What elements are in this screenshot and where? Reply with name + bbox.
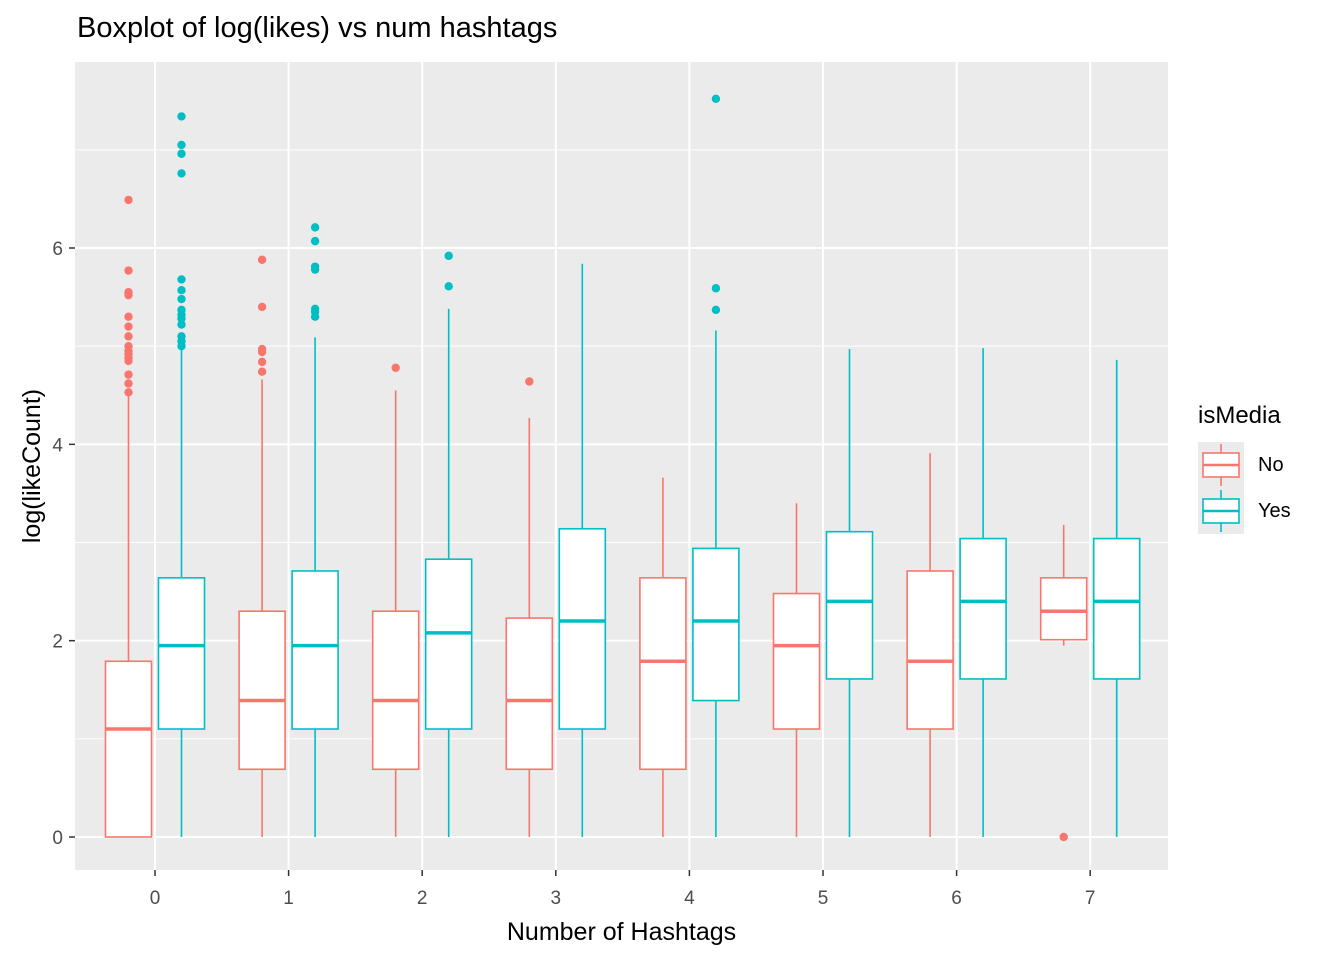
outlier-point [177,169,186,178]
outlier-point [257,255,267,264]
outlier-point [711,305,721,315]
outlier-point [444,251,453,261]
box-yes-5 [825,349,874,837]
box-iqr [825,530,874,680]
outlier-point [124,379,133,388]
outlier-point [177,294,186,304]
box-no-4 [639,477,687,837]
outlier-point [177,112,186,121]
box-no-1 [238,255,286,837]
outlier-point [177,286,186,295]
box-iqr [291,570,339,730]
x-tick-label: 6 [951,888,962,909]
box-iqr [157,577,206,730]
outlier-point [124,322,133,331]
legend: isMedia No Yes [1198,402,1291,534]
box-iqr [238,610,286,771]
x-tick-label: 2 [417,888,428,909]
legend-key-no [1198,442,1244,488]
box-iqr [639,577,687,771]
box-iqr [1092,537,1141,680]
outlier-point [177,320,186,329]
axes: 0 2 4 6 0 1 2 3 4 5 6 7 [52,239,1095,909]
outlier-point [711,94,721,103]
box-no-2 [371,363,420,837]
box-yes-3 [558,263,607,837]
x-tick-label: 5 [818,888,829,909]
outlier-point [177,305,186,315]
x-tick-label: 7 [1085,888,1096,909]
box-yes-0 [157,112,206,837]
x-tick-label: 1 [283,888,294,909]
outlier-point [310,262,320,271]
box-iqr [772,592,821,730]
outlier-point [124,370,133,379]
box-no-3 [505,377,554,837]
outlier-point [525,377,534,386]
y-tick-label: 0 [52,828,63,849]
legend-label-yes: Yes [1258,499,1291,522]
box-layer [104,94,1141,842]
x-tick-label: 0 [150,888,161,909]
y-tick-label: 6 [52,239,63,260]
outlier-point [711,284,721,293]
x-tick-label: 4 [684,888,695,909]
outlier-point [124,195,133,205]
box-iqr [104,660,153,838]
box-iqr [505,617,554,771]
outlier-point [124,388,133,397]
outlier-point [177,140,186,150]
legend-title: isMedia [1198,402,1281,429]
outlier-point [310,304,320,314]
box-iqr [1039,577,1088,641]
outlier-point [124,341,133,351]
box-yes-1 [291,223,339,837]
outlier-point [257,344,267,354]
y-tick-label: 4 [52,435,63,456]
box-no-5 [772,503,821,837]
outlier-point [124,266,133,275]
x-axis-title: Number of Hashtags [507,918,736,946]
box-no-7 [1039,524,1088,842]
box-yes-7 [1092,359,1141,837]
legend-item-yes: Yes [1198,488,1291,534]
outlier-point [124,287,133,297]
box-yes-4 [692,94,740,837]
box-yes-2 [424,251,473,837]
outlier-point [124,312,133,321]
box-iqr [959,537,1007,680]
legend-key-yes [1198,488,1244,534]
outlier-point [177,149,186,158]
y-axis-title: log(likeCount) [18,389,46,543]
outlier-point [177,275,186,284]
outlier-point [177,332,186,341]
outlier-point [257,367,267,376]
outlier-point [124,332,133,341]
outlier-point [310,236,320,246]
box-iqr [692,547,740,702]
outlier-point [391,363,400,372]
box-no-0 [104,195,153,838]
outlier-point [257,357,267,367]
chart-title: Boxplot of log(likes) vs num hashtags [77,12,558,44]
outlier-point [257,302,267,312]
box-iqr [906,570,954,730]
box-yes-6 [959,348,1007,837]
y-tick-label: 2 [52,632,63,653]
outlier-point [444,282,453,291]
box-iqr [371,610,420,771]
box-iqr [558,527,607,730]
legend-item-no: No [1198,442,1291,488]
x-tick-label: 3 [551,888,562,909]
outlier-point [1059,832,1068,842]
box-no-6 [906,453,954,837]
outlier-point [310,223,320,232]
box-iqr [424,558,473,730]
legend-label-no: No [1258,453,1284,476]
